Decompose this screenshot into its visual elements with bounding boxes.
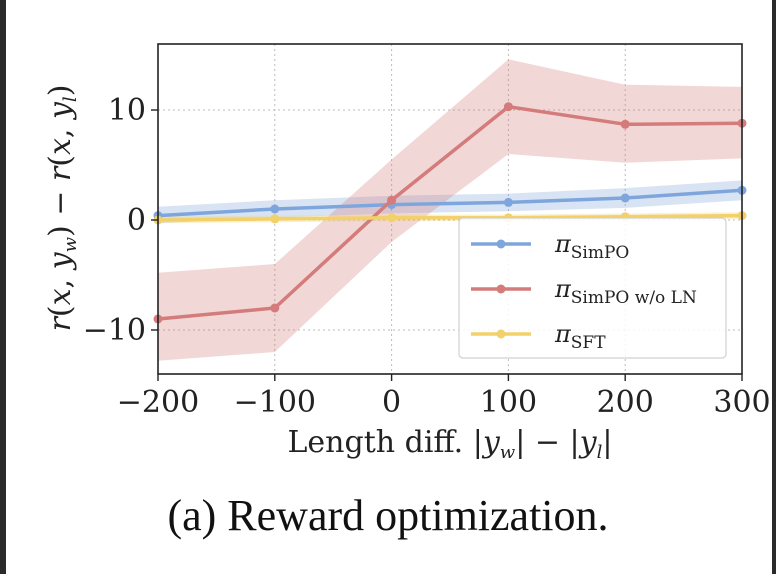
- figure-caption: (a) Reward optimization.: [167, 491, 609, 540]
- x-tick-label: −100: [234, 385, 316, 420]
- x-axis-label: Length diff. |yw| − |yl|: [288, 425, 613, 463]
- point-series-0: [270, 204, 280, 214]
- point-series-2: [387, 213, 397, 223]
- legend-marker-2: [496, 329, 506, 339]
- legend-box: [458, 217, 727, 359]
- point-series-1: [387, 195, 397, 205]
- legend-marker-0: [496, 239, 506, 249]
- point-series-1: [270, 303, 280, 313]
- legend-label-0: πSimPO: [554, 230, 629, 263]
- y-tick-label: −10: [83, 313, 146, 348]
- x-tick-label: −200: [117, 385, 199, 420]
- line-series-0: [157, 188, 743, 218]
- point-series-2: [270, 214, 280, 224]
- point-series-0: [503, 197, 513, 207]
- x-tick-label: 300: [713, 385, 770, 420]
- y-tick-label: 0: [127, 203, 146, 238]
- x-tick-label: 200: [597, 385, 654, 420]
- line-series-1: [157, 104, 743, 321]
- window-frame-right: [772, 0, 776, 574]
- plot-frame: [157, 43, 743, 375]
- window-frame-left: [0, 0, 6, 574]
- point-series-1: [503, 102, 513, 112]
- y-tick-label: 10: [108, 93, 146, 128]
- y-axis-label: r(x, yw) − r(x, yl): [43, 85, 81, 332]
- legend-label-1: πSimPO w/o LN: [554, 275, 697, 308]
- x-tick-label: 0: [382, 385, 401, 420]
- x-label-yw: y: [481, 425, 501, 460]
- point-series-0: [620, 193, 630, 203]
- line-series-2: [157, 213, 743, 222]
- legend-marker-1: [496, 284, 506, 294]
- band-series-1: [158, 59, 742, 361]
- legend-label-2: πSFT: [554, 320, 606, 353]
- point-series-1: [620, 119, 630, 129]
- x-tick-label: 100: [480, 385, 537, 420]
- legend: πSimPO πSimPO w/o LN πSFT: [458, 217, 727, 359]
